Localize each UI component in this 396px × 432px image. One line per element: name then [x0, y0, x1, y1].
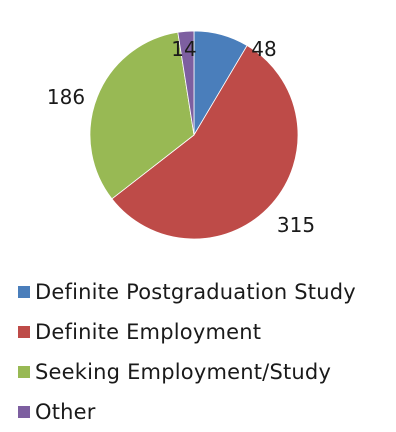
legend-label-definite-employment: Definite Employment [35, 320, 262, 344]
legend-item-definite-employment: Definite Employment [18, 312, 356, 352]
legend-swatch-other [18, 406, 30, 418]
data-label-seeking-employment-study: 186 [47, 85, 85, 109]
data-label-definite-employment: 315 [277, 213, 315, 237]
pie-slices [89, 30, 299, 240]
legend-swatch-seeking-employment-study [18, 366, 30, 378]
legend-swatch-definite-postgraduation-study [18, 286, 30, 298]
legend-item-other: Other [18, 392, 356, 432]
pie-slice-definite-employment [111, 45, 299, 240]
pie-slice-other [177, 30, 195, 136]
data-label-other: 14 [171, 37, 196, 61]
legend-item-definite-postgraduation-study: Definite Postgraduation Study [18, 272, 356, 312]
pie-data-labels: 48 315 186 14 [47, 37, 315, 237]
pie-slice-seeking-employment-study [89, 31, 195, 200]
chart-legend: Definite Postgraduation Study Definite Em… [18, 272, 356, 432]
legend-label-definite-postgraduation-study: Definite Postgraduation Study [35, 280, 356, 304]
legend-swatch-definite-employment [18, 326, 30, 338]
data-label-definite-postgraduation-study: 48 [251, 37, 276, 61]
legend-item-seeking-employment-study: Seeking Employment/Study [18, 352, 356, 392]
legend-label-seeking-employment-study: Seeking Employment/Study [35, 360, 332, 384]
legend-label-other: Other [35, 400, 96, 424]
